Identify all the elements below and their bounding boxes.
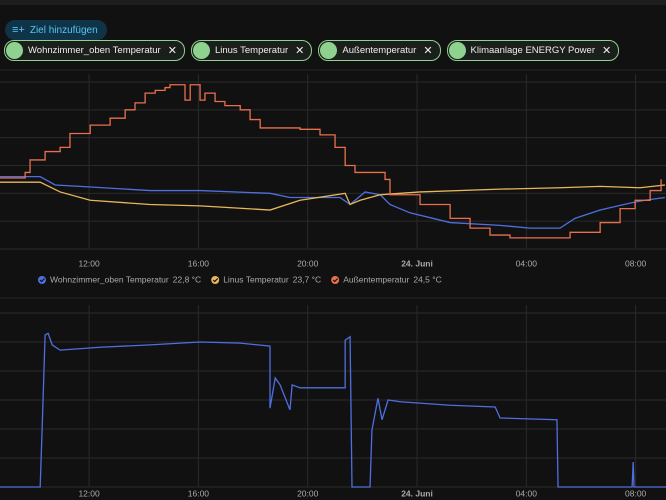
series-line (0, 181, 665, 211)
legend-check (332, 278, 339, 283)
chip-icon (320, 42, 338, 59)
x-tick-label: 08:00 (625, 258, 647, 268)
x-tick-label: 16:00 (188, 258, 210, 268)
x-tick-label: 08:00 (625, 488, 647, 498)
chips: Wohnzimmer_oben Temperatur ✕ Linus Tempera… (4, 40, 620, 61)
add-target-label: Ziel hinzufügen (29, 24, 98, 36)
x-tick-label: 12:00 (78, 488, 100, 498)
legend-check (212, 278, 219, 283)
chip-remove[interactable]: ✕ (601, 45, 612, 57)
chip[interactable]: Außentemperatur ✕ (318, 40, 441, 61)
legend-label: Wohnzimmer_oben Temperatur (50, 274, 169, 284)
x-tick-label: 24. Juni (401, 488, 433, 498)
x-tick-label: 20:00 (297, 488, 319, 498)
chip[interactable]: Wohnzimmer_oben Temperatur ✕ (4, 40, 185, 61)
chip-icon (6, 42, 23, 59)
x-tick-label: 16:00 (188, 488, 210, 498)
x-tick-label: 04:00 (516, 488, 538, 498)
chip-remove[interactable]: ✕ (423, 45, 433, 57)
series-line (0, 175, 665, 229)
legend-state: 23,7 °C (293, 274, 321, 284)
chip-remove[interactable]: ✕ (167, 45, 177, 57)
top-bar (0, 0, 666, 5)
x-tick-label: 20:00 (297, 258, 319, 268)
series-line (0, 332, 666, 488)
x-tick-label: 12:00 (78, 258, 100, 268)
x-tick-label: 24. Juni (401, 258, 433, 268)
legend-swatch (211, 276, 220, 284)
legend-check (39, 278, 45, 283)
chip-label: Außentemperatur (342, 45, 417, 56)
chip-label: Wohnzimmer_oben Temperatur (28, 45, 161, 56)
legend-state: 22,8 °C (173, 274, 201, 284)
chip-icon (192, 42, 210, 59)
add-target-button[interactable]: ≡+ Ziel hinzufügen (5, 20, 107, 40)
chip-remove[interactable]: ✕ (295, 45, 305, 57)
chip[interactable]: Klimaanlage ENERGY Power ✕ (446, 40, 620, 61)
chip[interactable]: Linus Temperatur ✕ (190, 40, 313, 61)
legend-state: 24,5 °C (413, 274, 441, 284)
series-line (0, 84, 662, 239)
chip-label: Klimaanlage ENERGY Power (470, 45, 595, 56)
legend-swatch (38, 276, 46, 284)
legend-label: Linus Temperatur (223, 274, 289, 284)
legend-swatch (331, 276, 340, 284)
legend-label: Außentemperatur (343, 274, 409, 284)
chip-icon (448, 42, 466, 59)
x-tick-label: 04:00 (516, 258, 538, 268)
chip-label: Linus Temperatur (214, 45, 289, 56)
